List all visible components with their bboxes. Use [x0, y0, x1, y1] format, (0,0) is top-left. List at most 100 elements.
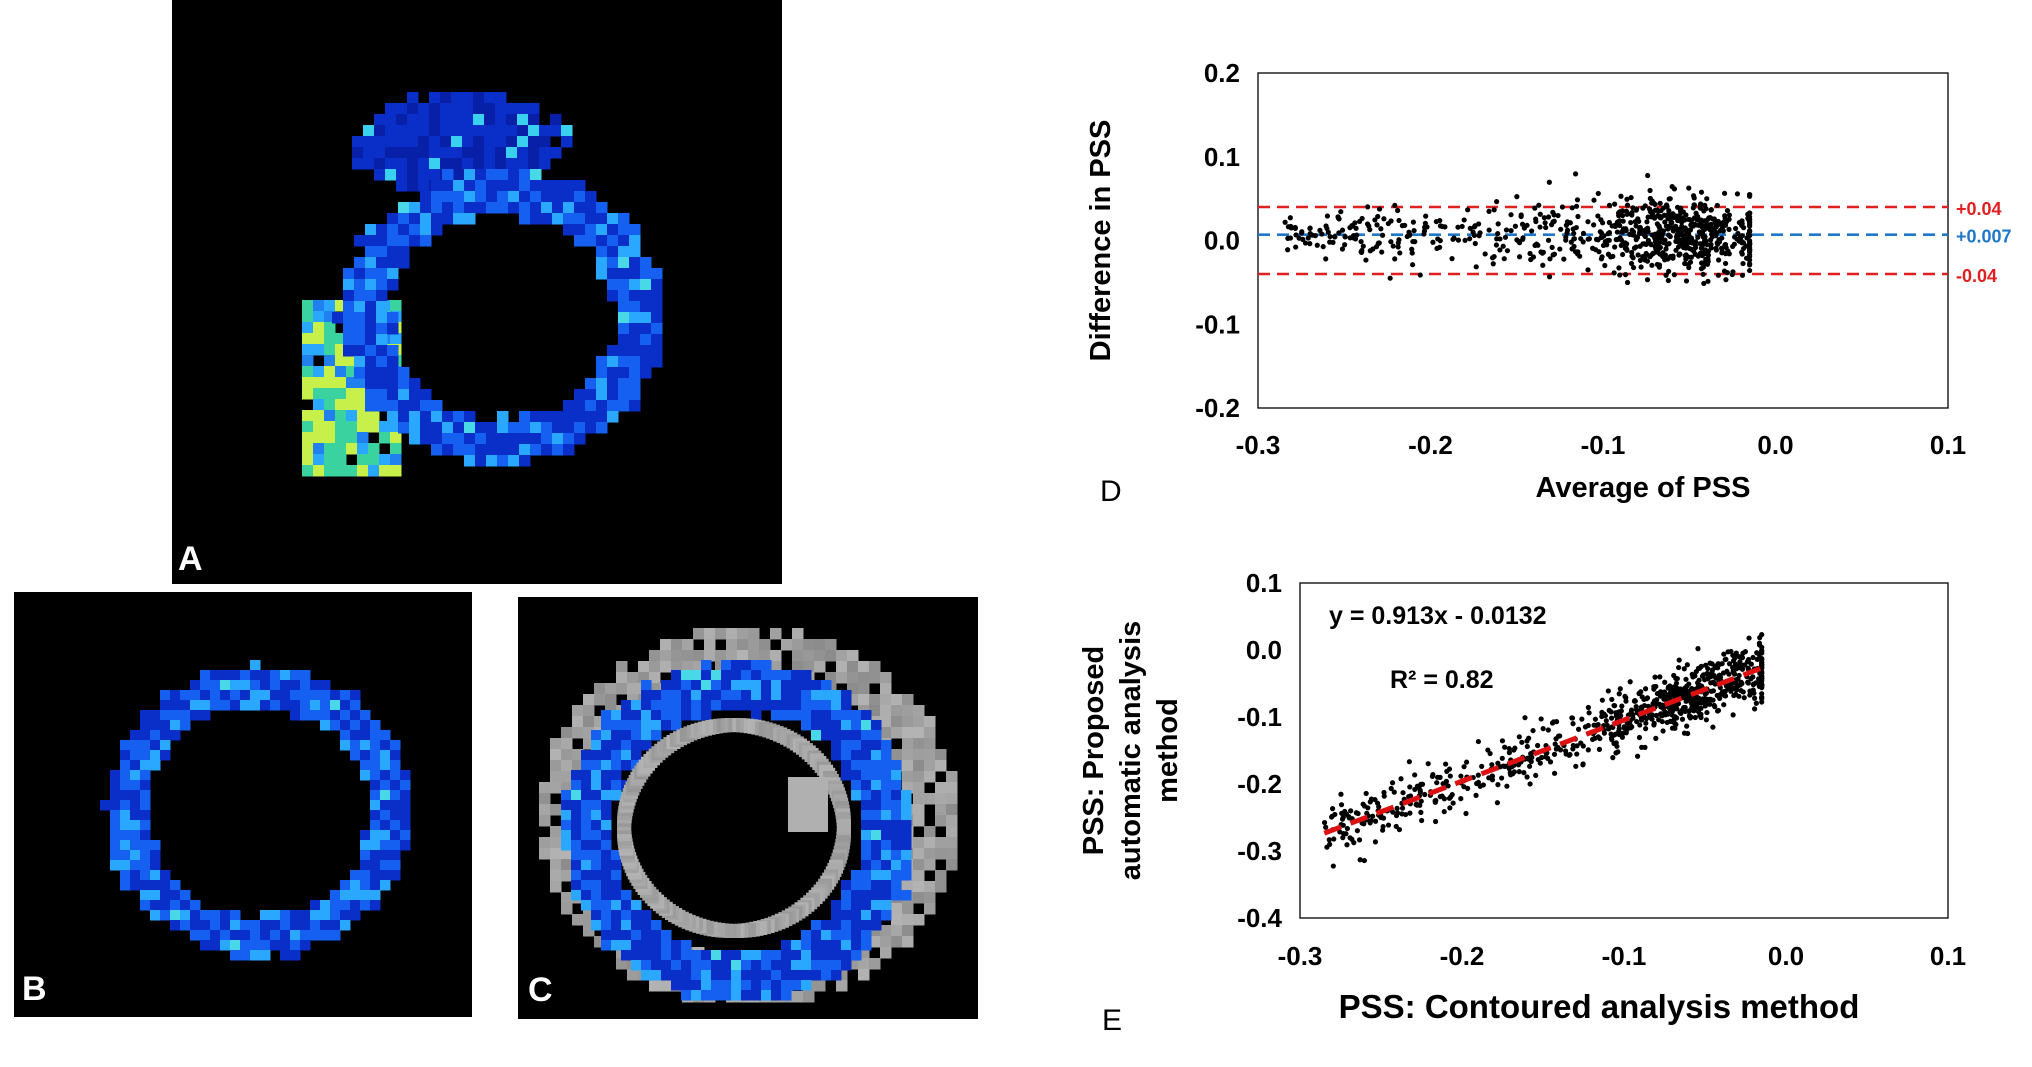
strain-pixel	[528, 103, 540, 115]
strain-pixel	[541, 180, 553, 192]
strain-pixel	[591, 750, 602, 761]
strain-pixel	[611, 860, 622, 871]
strain-pixel	[357, 410, 369, 422]
data-point	[1497, 236, 1503, 242]
data-point	[1398, 776, 1404, 782]
strain-pixel	[841, 690, 852, 701]
strain-pixel	[640, 323, 652, 335]
strain-pixel	[811, 700, 822, 711]
data-point	[1550, 209, 1556, 215]
strain-pixel	[486, 455, 498, 467]
strain-pixel	[376, 246, 388, 258]
strain-pixel	[376, 378, 388, 390]
strain-pixel	[302, 322, 314, 334]
strain-pixel	[130, 880, 141, 891]
data-point	[1750, 674, 1756, 680]
strain-pixel	[130, 800, 141, 811]
tissue-pixel	[935, 793, 947, 805]
strain-pixel	[607, 345, 619, 357]
strain-pixel	[539, 125, 551, 137]
strain-pixel	[681, 950, 692, 961]
data-point	[1657, 674, 1663, 680]
data-point	[1417, 787, 1423, 793]
strain-pixel	[387, 224, 399, 236]
strain-pixel	[881, 790, 892, 801]
tissue-pixel	[913, 881, 925, 893]
strain-pixel	[581, 880, 592, 891]
strain-pixel	[313, 432, 325, 444]
strain-pixel	[387, 323, 399, 335]
strain-pixel	[841, 920, 852, 931]
panel-a-image	[302, 92, 663, 477]
strain-pixel	[851, 730, 862, 741]
data-point	[1682, 260, 1688, 267]
data-point	[1683, 278, 1690, 284]
strain-pixel	[380, 860, 391, 871]
data-point	[1430, 239, 1436, 245]
strain-pixel	[629, 378, 641, 390]
strain-pixel	[629, 312, 641, 324]
data-point	[1365, 204, 1371, 210]
data-point	[1708, 237, 1714, 243]
data-point	[1705, 216, 1711, 223]
strain-pixel	[901, 850, 912, 861]
strain-pixel	[429, 136, 441, 148]
strain-pixel	[541, 444, 553, 456]
panel-c-image	[539, 628, 958, 1003]
strain-pixel	[313, 443, 325, 455]
strain-pixel	[486, 433, 498, 445]
strain-pixel	[376, 367, 388, 379]
strain-pixel	[751, 970, 762, 981]
strain-pixel	[170, 900, 181, 911]
strain-pixel	[611, 740, 622, 751]
data-point	[1722, 213, 1728, 219]
strain-pixel	[771, 960, 782, 971]
strain-pixel	[350, 880, 361, 891]
strain-pixel	[170, 690, 181, 701]
tissue-pixel	[825, 650, 837, 662]
strain-pixel	[631, 920, 642, 931]
data-point	[1695, 234, 1701, 240]
strain-pixel	[831, 940, 842, 951]
data-point	[1717, 695, 1723, 701]
strain-pixel	[160, 710, 171, 721]
strain-pixel	[661, 940, 672, 951]
tissue-pixel	[880, 672, 892, 684]
strain-pixel	[607, 389, 619, 401]
data-point	[1502, 234, 1509, 240]
strain-pixel	[497, 169, 509, 181]
strain-pixel	[260, 930, 271, 941]
data-point	[1610, 755, 1616, 761]
tissue-pixel	[781, 639, 793, 651]
data-point	[1662, 679, 1668, 685]
strain-pixel	[350, 730, 361, 741]
data-point	[1744, 659, 1751, 665]
strain-pixel	[462, 136, 474, 148]
strain-pixel	[343, 345, 355, 357]
data-point	[1676, 664, 1682, 671]
strain-pixel	[881, 830, 892, 841]
strain-pixel	[701, 960, 712, 971]
tissue-pixel	[561, 859, 573, 871]
strain-pixel	[781, 970, 792, 981]
data-point	[1759, 675, 1765, 681]
strain-pixel	[370, 790, 381, 801]
strain-pixel	[506, 136, 518, 148]
strain-pixel	[368, 421, 380, 433]
strain-pixel	[574, 389, 586, 401]
tissue-pixel	[572, 705, 584, 717]
strain-pixel	[324, 443, 336, 455]
strain-pixel	[140, 730, 151, 741]
data-point	[1446, 766, 1453, 772]
strain-pixel	[350, 750, 361, 761]
data-point	[1557, 246, 1563, 252]
data-point	[1623, 695, 1629, 701]
strain-pixel	[130, 770, 141, 781]
data-point	[1634, 753, 1641, 759]
data-point	[1679, 716, 1686, 722]
data-point	[1529, 228, 1535, 234]
strain-pixel	[210, 670, 221, 681]
tissue-pixel	[935, 870, 947, 882]
strain-pixel	[484, 103, 496, 115]
data-point	[1571, 243, 1577, 250]
